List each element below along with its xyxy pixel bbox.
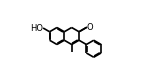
Text: HO: HO <box>30 24 43 33</box>
Text: O: O <box>87 23 93 32</box>
